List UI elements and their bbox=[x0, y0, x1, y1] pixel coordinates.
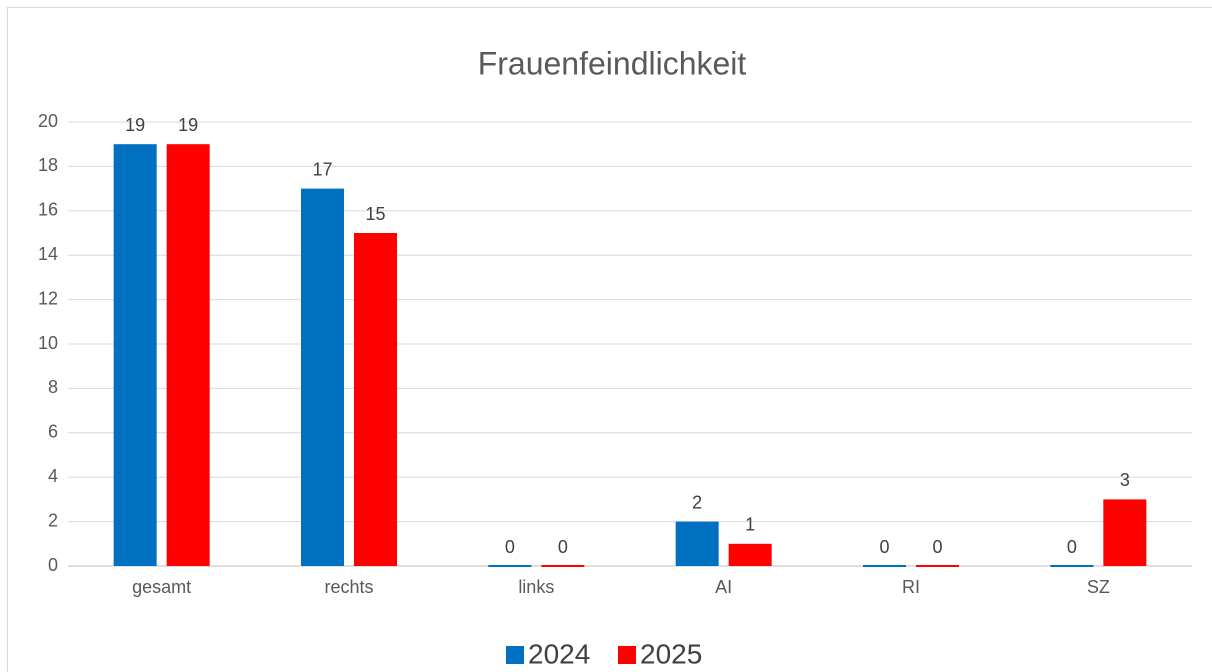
x-tick-label: SZ bbox=[1087, 577, 1110, 597]
legend-swatch bbox=[618, 646, 636, 664]
data-label: 0 bbox=[1067, 537, 1077, 557]
bar bbox=[488, 565, 532, 567]
bar bbox=[1050, 565, 1094, 567]
data-label: 0 bbox=[558, 537, 568, 557]
bar bbox=[675, 521, 719, 566]
y-tick-label: 6 bbox=[48, 422, 58, 442]
y-tick-label: 16 bbox=[38, 200, 58, 220]
data-label: 15 bbox=[365, 204, 385, 224]
data-label: 3 bbox=[1120, 470, 1130, 490]
y-tick-label: 14 bbox=[38, 244, 58, 264]
data-label: 0 bbox=[932, 537, 942, 557]
legend-label: 2024 bbox=[528, 638, 590, 669]
data-label: 19 bbox=[178, 115, 198, 135]
x-tick-label: RI bbox=[902, 577, 920, 597]
data-label: 1 bbox=[745, 515, 755, 535]
legend-swatch bbox=[506, 646, 524, 664]
bar bbox=[166, 144, 210, 566]
data-label: 0 bbox=[505, 537, 515, 557]
x-tick-label: links bbox=[518, 577, 554, 597]
x-tick-label: gesamt bbox=[132, 577, 191, 597]
y-tick-label: 0 bbox=[48, 555, 58, 575]
y-tick-label: 12 bbox=[38, 288, 58, 308]
bar bbox=[863, 565, 906, 567]
y-tick-label: 18 bbox=[38, 155, 58, 175]
x-tick-label: AI bbox=[715, 577, 732, 597]
bar bbox=[1103, 499, 1147, 566]
y-tick-label: 4 bbox=[48, 466, 58, 486]
x-tick-label: rechts bbox=[324, 577, 373, 597]
chart-title: Frauenfeindlichkeit bbox=[478, 45, 747, 81]
bar bbox=[728, 543, 772, 566]
data-label: 2 bbox=[692, 492, 702, 512]
data-label: 17 bbox=[312, 159, 332, 179]
data-label: 19 bbox=[125, 115, 145, 135]
y-tick-label: 10 bbox=[38, 333, 58, 353]
bar bbox=[113, 144, 157, 566]
bar bbox=[354, 233, 397, 566]
bar bbox=[301, 188, 344, 566]
bar bbox=[541, 565, 585, 567]
y-tick-label: 2 bbox=[48, 510, 58, 530]
bar bbox=[916, 565, 959, 567]
legend-label: 2025 bbox=[640, 638, 702, 669]
y-tick-label: 20 bbox=[38, 111, 58, 131]
y-tick-label: 8 bbox=[48, 377, 58, 397]
data-label: 0 bbox=[879, 537, 889, 557]
